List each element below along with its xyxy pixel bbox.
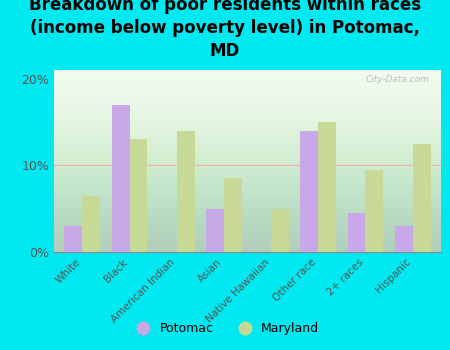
Bar [300, 131, 318, 252]
Bar [112, 105, 130, 252]
Bar [413, 144, 431, 252]
Legend: Potomac, Maryland: Potomac, Maryland [126, 317, 324, 340]
Text: City-Data.com: City-Data.com [365, 76, 429, 84]
Bar [347, 213, 365, 252]
Bar [177, 131, 195, 252]
Bar [64, 226, 82, 252]
Bar [130, 139, 148, 252]
Bar [82, 196, 100, 252]
Bar [271, 209, 289, 252]
Bar [206, 209, 224, 252]
Bar [318, 122, 336, 252]
Bar [395, 226, 413, 252]
Text: Breakdown of poor residents within races
(income below poverty level) in Potomac: Breakdown of poor residents within races… [29, 0, 421, 60]
Bar [224, 178, 242, 252]
Bar [365, 170, 383, 252]
